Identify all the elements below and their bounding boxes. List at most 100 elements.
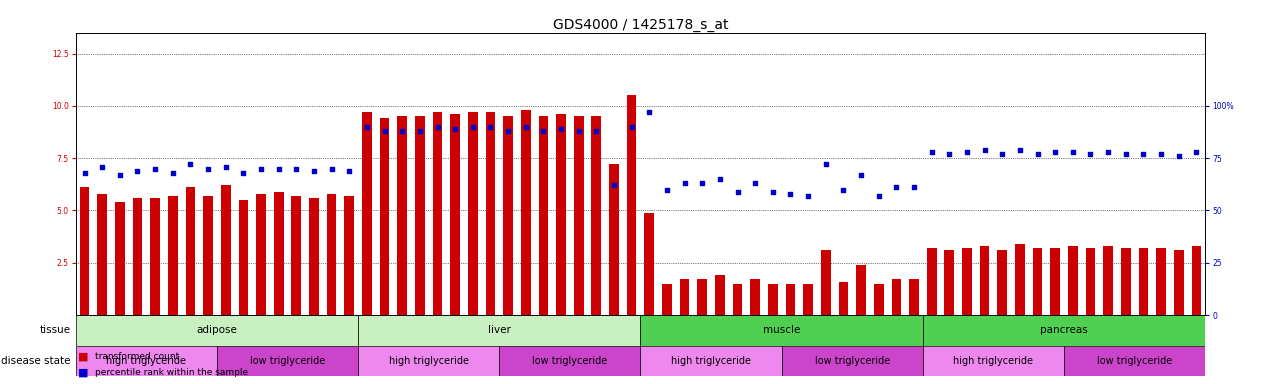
- Bar: [115, 202, 125, 315]
- Text: adipose: adipose: [197, 325, 237, 335]
- Bar: [698, 280, 707, 315]
- Point: [216, 164, 236, 170]
- Point: [357, 124, 377, 130]
- Point: [974, 147, 994, 153]
- Point: [1080, 151, 1100, 157]
- Bar: [944, 250, 954, 315]
- Point: [815, 161, 835, 167]
- Text: percentile rank within the sample: percentile rank within the sample: [95, 368, 247, 377]
- Point: [921, 149, 941, 155]
- Text: high triglyceride: high triglyceride: [953, 356, 1034, 366]
- Point: [851, 172, 871, 178]
- Point: [110, 172, 130, 178]
- Bar: [186, 187, 196, 315]
- Point: [904, 184, 924, 190]
- Point: [1151, 151, 1171, 157]
- Point: [1186, 149, 1206, 155]
- Bar: [398, 116, 408, 315]
- Bar: [909, 280, 919, 315]
- Point: [1063, 149, 1083, 155]
- Point: [604, 182, 625, 189]
- Bar: [292, 196, 302, 315]
- Point: [92, 164, 112, 170]
- Bar: [1032, 248, 1042, 315]
- Point: [709, 176, 729, 182]
- Bar: [500, 346, 641, 376]
- Bar: [415, 116, 425, 315]
- Bar: [1121, 248, 1131, 315]
- Bar: [97, 194, 107, 315]
- Bar: [486, 112, 495, 315]
- Text: low triglyceride: low triglyceride: [250, 356, 326, 366]
- Bar: [592, 116, 601, 315]
- Bar: [781, 346, 923, 376]
- Bar: [856, 265, 866, 315]
- Point: [656, 187, 676, 193]
- Point: [163, 170, 183, 176]
- Bar: [663, 284, 671, 315]
- Point: [233, 170, 254, 176]
- Bar: [76, 346, 217, 376]
- Text: high triglyceride: high triglyceride: [671, 356, 751, 366]
- Bar: [786, 284, 795, 315]
- Bar: [640, 315, 923, 346]
- Title: GDS4000 / 1425178_s_at: GDS4000 / 1425178_s_at: [553, 18, 728, 31]
- Text: ■: ■: [78, 367, 88, 377]
- Bar: [804, 284, 813, 315]
- Bar: [150, 198, 160, 315]
- Bar: [80, 187, 90, 315]
- Bar: [76, 315, 358, 346]
- Bar: [820, 250, 830, 315]
- Bar: [217, 346, 358, 376]
- Bar: [256, 194, 266, 315]
- Point: [375, 128, 395, 134]
- Point: [1133, 151, 1153, 157]
- Text: tissue: tissue: [39, 325, 71, 335]
- Bar: [997, 250, 1007, 315]
- Bar: [380, 118, 390, 315]
- Bar: [521, 110, 530, 315]
- Text: high triglyceride: high triglyceride: [389, 356, 468, 366]
- Point: [428, 124, 448, 130]
- Bar: [451, 114, 461, 315]
- Point: [339, 167, 360, 174]
- Bar: [891, 280, 901, 315]
- Point: [534, 128, 554, 134]
- Point: [727, 189, 747, 195]
- Point: [745, 180, 765, 186]
- Bar: [640, 346, 781, 376]
- Bar: [751, 280, 760, 315]
- Point: [1098, 149, 1118, 155]
- Point: [269, 166, 289, 172]
- Point: [992, 151, 1012, 157]
- Text: muscle: muscle: [764, 325, 800, 335]
- Bar: [610, 164, 618, 315]
- Point: [498, 128, 519, 134]
- Point: [286, 166, 307, 172]
- Point: [1045, 149, 1065, 155]
- Point: [410, 128, 430, 134]
- Text: liver: liver: [488, 325, 511, 335]
- Text: low triglyceride: low triglyceride: [1097, 356, 1172, 366]
- Bar: [574, 116, 583, 315]
- Bar: [168, 196, 178, 315]
- Point: [127, 167, 148, 174]
- Point: [780, 190, 800, 197]
- Point: [762, 189, 782, 195]
- Bar: [239, 200, 249, 315]
- Point: [180, 161, 201, 167]
- Text: low triglyceride: low triglyceride: [814, 356, 890, 366]
- Point: [569, 128, 589, 134]
- Point: [1010, 147, 1030, 153]
- Bar: [838, 281, 848, 315]
- Bar: [327, 194, 337, 315]
- Bar: [221, 185, 231, 315]
- Bar: [133, 198, 143, 315]
- Bar: [1138, 248, 1148, 315]
- Bar: [716, 275, 724, 315]
- Text: disease state: disease state: [1, 356, 71, 366]
- Bar: [309, 198, 319, 315]
- Bar: [1068, 246, 1078, 315]
- Point: [833, 187, 853, 193]
- Point: [463, 124, 483, 130]
